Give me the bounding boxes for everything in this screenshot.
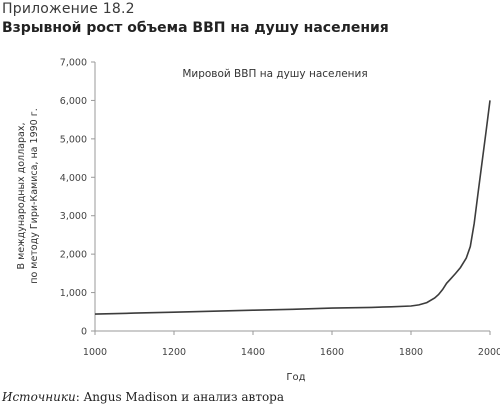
series-line-world-gdp (94, 100, 491, 315)
chart-title: Мировой ВВП на душу населения (182, 68, 367, 80)
y-tick-label: 3,000 (60, 211, 87, 222)
x-ticks: 1000 1200 1400 1600 1800 2000 (83, 331, 500, 358)
y-tick-label: 7,000 (60, 58, 87, 69)
y-tick-label: 0 (81, 327, 87, 338)
source-label: Источники (2, 390, 76, 404)
source-text: : Angus Madison и анализ автора (75, 390, 285, 404)
x-tick-label: 1600 (320, 347, 344, 358)
chart-heading: Взрывной рост объема ВВП на душу населен… (2, 20, 389, 36)
y-ticks: 0 1,000 2,000 3,000 4,000 5,000 6,000 7,000 (60, 58, 95, 338)
y-axis-label-line-2: по методу Гири-Камиса, на 1990 г. (29, 108, 40, 283)
y-tick-label: 6,000 (60, 96, 87, 107)
y-tick-label: 4,000 (60, 173, 87, 184)
y-axis-label-line-1: В международных долларах, (16, 123, 27, 270)
x-tick-label: 2000 (478, 347, 500, 358)
source-note: Источники: Angus Madison и анализ автора (2, 390, 284, 404)
x-tick-label: 1400 (241, 347, 265, 358)
gdp-chart: 0 1,000 2,000 3,000 4,000 5,000 6,000 7,000 100… (16, 58, 500, 384)
y-tick-label: 2,000 (60, 250, 87, 261)
x-tick-label: 1800 (399, 347, 423, 358)
y-tick-label: 1,000 (60, 288, 87, 299)
appendix-label: Приложение 18.2 (2, 1, 135, 17)
plot-frame (94, 62, 490, 332)
x-tick-label: 1000 (83, 347, 107, 358)
x-axis-label: Год (286, 372, 305, 383)
y-tick-label: 5,000 (60, 134, 87, 145)
x-tick-label: 1200 (162, 347, 186, 358)
y-axis-label: В международных долларах, по методу Гири… (16, 108, 40, 283)
